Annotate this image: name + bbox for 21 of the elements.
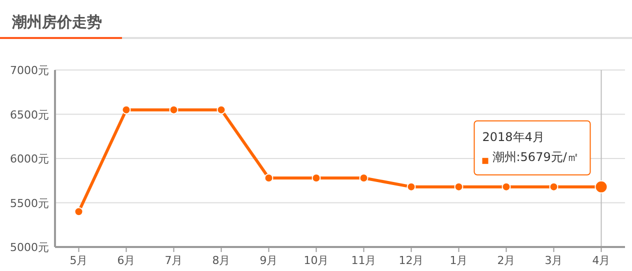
xtick: 11月 <box>351 254 376 267</box>
ytick: 7000元 <box>10 64 49 77</box>
xtick: 3月 <box>544 254 563 267</box>
xtick: 2月 <box>497 254 516 267</box>
annotation: 潮州:5679元/㎡ <box>492 150 579 164</box>
ytick: 5000元 <box>10 241 49 254</box>
xtick: 8月 <box>212 254 230 267</box>
annotation: 2018年4月 <box>482 130 544 144</box>
xtick: 10月 <box>304 254 329 267</box>
tooltip: 2018年4月 潮州:5679元/㎡ <box>474 120 591 176</box>
ytick: 6000元 <box>10 152 49 166</box>
xtick: 7月 <box>164 254 183 267</box>
ytick: 6500元 <box>10 108 49 122</box>
xtick: 12月 <box>398 254 424 267</box>
xtick: 4月 <box>592 254 610 267</box>
title: 潮州房价走势 <box>12 13 102 31</box>
xtick: 6月 <box>117 254 136 267</box>
xtick: 9月 <box>260 254 278 267</box>
xtick: 5月 <box>70 254 88 267</box>
ytick: 5500元 <box>10 196 49 210</box>
xtick: 1月 <box>450 254 468 267</box>
